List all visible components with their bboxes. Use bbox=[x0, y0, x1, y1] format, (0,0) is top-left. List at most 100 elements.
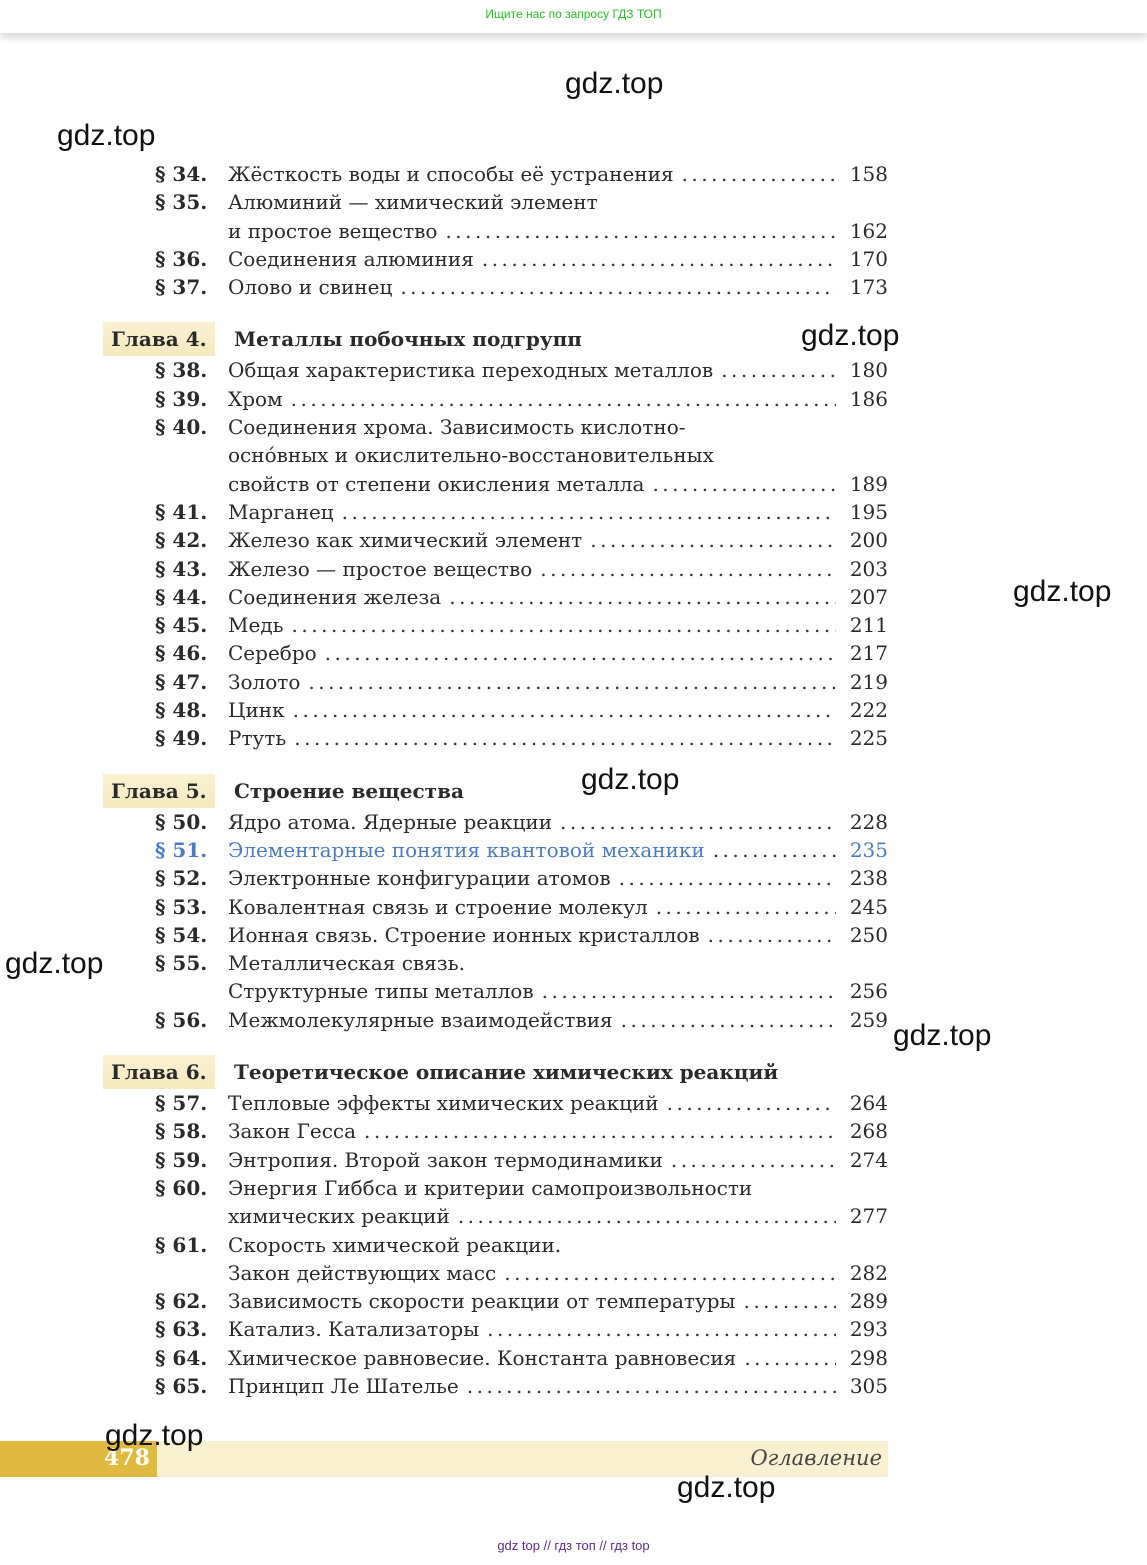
toc-entry-line[interactable]: § 49. Ртуть..............................… bbox=[0, 724, 1147, 752]
toc-entry-line[interactable]: Структурные типы металлов...............… bbox=[0, 977, 1147, 1005]
toc-entry-line[interactable]: § 40. Соединения хрома. Зависимость кисло… bbox=[0, 413, 1147, 441]
page-number: 245 bbox=[849, 894, 888, 919]
toc-entry-line[interactable]: § 61. Скорость химической реакции. bbox=[0, 1231, 1147, 1259]
chapter-heading: Глава 6. Теоретическое описание химически… bbox=[0, 1055, 1147, 1090]
toc-entry-line[interactable]: § 45. Медь...............................… bbox=[0, 611, 1147, 639]
toc-entry-line[interactable]: § 35. Алюминий — химический элемент bbox=[0, 188, 1147, 216]
toc-entry-line[interactable]: Закон действующих масс..................… bbox=[0, 1259, 1147, 1287]
toc-entry-line[interactable]: свойств от степени окисления металла....… bbox=[0, 470, 1147, 498]
entry-text: Химическое равновесие. Константа равнове… bbox=[228, 1344, 888, 1372]
toc-entry-line[interactable]: § 46. Серебро............................… bbox=[0, 639, 1147, 667]
toc-entry-line[interactable]: § 42. Железо как химический элемент......… bbox=[0, 526, 1147, 554]
toc-entry-line[interactable]: § 37. Олово и свинец.....................… bbox=[0, 273, 1147, 301]
top-banner: Ищите нас по запросу ГДЗ ТОП bbox=[0, 0, 1147, 33]
entry-text: Золото..................................… bbox=[228, 668, 888, 696]
dot-leader: ........................................… bbox=[681, 162, 836, 186]
page-number: 219 bbox=[849, 669, 888, 694]
page-number: 186 bbox=[849, 386, 888, 411]
page-number: 238 bbox=[849, 866, 888, 891]
toc-entry-line[interactable]: § 53. Ковалентная связь и строение молеку… bbox=[0, 893, 1147, 921]
chapter-title[interactable]: Теоретическое описание химических реакци… bbox=[234, 1060, 779, 1085]
toc-entry-line[interactable]: § 38. Общая характеристика переходных мет… bbox=[0, 356, 1147, 384]
toc-entry-line[interactable]: § 64. Химическое равновесие. Константа ра… bbox=[0, 1344, 1147, 1372]
toc-entry-line[interactable]: § 57. Тепловые эффекты химических реакций… bbox=[0, 1089, 1147, 1117]
toc-entry-line[interactable]: § 41. Марганец...........................… bbox=[0, 498, 1147, 526]
toc-entry-line[interactable]: § 59. Энтропия. Второй закон термодинамик… bbox=[0, 1146, 1147, 1174]
page-number: 264 bbox=[849, 1091, 888, 1116]
entry-text: Металлическая связь. bbox=[228, 949, 888, 977]
toc-entry-line[interactable]: § 58. Закон Гесса........................… bbox=[0, 1117, 1147, 1145]
section-title: Общая характеристика переходных металлов bbox=[228, 358, 714, 383]
toc-entry-line[interactable]: § 47. Золото.............................… bbox=[0, 668, 1147, 696]
entry-text: Железо — простое вещество...............… bbox=[228, 555, 888, 583]
toc-entry-line[interactable]: § 54. Ионная связь. Строение ионных крист… bbox=[0, 921, 1147, 949]
section-number: § 42. bbox=[155, 528, 208, 553]
toc-entry-line[interactable]: § 50. Ядро атома. Ядерные реакции........… bbox=[0, 808, 1147, 836]
dot-leader: ........................................… bbox=[504, 1260, 836, 1285]
toc-entry-line[interactable]: § 63. Катализ. Катализаторы..............… bbox=[0, 1315, 1147, 1343]
entry-text: Закон действующих масс..................… bbox=[228, 1259, 888, 1287]
page-number: 158 bbox=[849, 162, 888, 186]
toc-entry-line[interactable]: § 62. Зависимость скорости реакции от тем… bbox=[0, 1287, 1147, 1315]
toc-entry-line[interactable]: § 51. Элементарные понятия квантовой меха… bbox=[0, 836, 1147, 864]
toc-entry-line[interactable]: § 52. Электронные конфигурации атомов....… bbox=[0, 864, 1147, 892]
section-number: § 47. bbox=[155, 669, 208, 694]
page-number: 162 bbox=[849, 218, 888, 243]
section-number: § 50. bbox=[155, 809, 208, 834]
toc-entry-line[interactable]: § 65. Принцип Ле Шателье.................… bbox=[0, 1372, 1147, 1400]
section-title: Скорость химической реакции. bbox=[228, 1232, 562, 1257]
section-title: Олово и свинец bbox=[228, 275, 393, 300]
toc-entry-line[interactable]: осно́вных и окислительно-восстановительн… bbox=[0, 441, 1147, 469]
top-banner-text: Ищите нас по запросу ГДЗ ТОП bbox=[485, 7, 662, 21]
entry-text: Энтропия. Второй закон термодинамики....… bbox=[228, 1146, 888, 1174]
entry-text: Соединения железа.......................… bbox=[228, 583, 888, 611]
toc-entry-line[interactable]: § 48. Цинк...............................… bbox=[0, 696, 1147, 724]
entry-text: Зависимость скорости реакции от температ… bbox=[228, 1287, 888, 1315]
page-number: 259 bbox=[849, 1007, 888, 1032]
section-title: Железо как химический элемент bbox=[228, 528, 583, 553]
toc-entry-line[interactable]: § 56. Межмолекулярные взаимодействия.....… bbox=[0, 1006, 1147, 1034]
section-title: Жёсткость воды и способы её устранения bbox=[228, 162, 674, 186]
section-number: § 59. bbox=[155, 1147, 208, 1172]
entry-text: Ионная связь. Строение ионных кристаллов… bbox=[228, 921, 888, 949]
toc-entry-line[interactable]: § 39. Хром...............................… bbox=[0, 385, 1147, 413]
page-number: 173 bbox=[849, 275, 888, 300]
toc-entry-line[interactable]: § 43. Железо — простое вещество..........… bbox=[0, 555, 1147, 583]
watermark: gdz.top bbox=[893, 1019, 992, 1052]
section-number: § 56. bbox=[155, 1007, 208, 1032]
entry-text: Алюминий — химический элемент bbox=[228, 188, 888, 216]
chapter-title[interactable]: Металлы побочных подгрупп bbox=[234, 327, 582, 352]
dot-leader: ........................................… bbox=[712, 837, 836, 862]
dot-leader: ........................................… bbox=[620, 1007, 836, 1032]
chapter-title[interactable]: Строение вещества bbox=[234, 778, 464, 803]
page-number: 195 bbox=[849, 499, 888, 524]
toc-entry-line[interactable]: химических реакций......................… bbox=[0, 1202, 1147, 1230]
page-number: 268 bbox=[849, 1119, 888, 1144]
section-number: § 40. bbox=[155, 415, 208, 440]
dot-leader: ........................................… bbox=[457, 1204, 836, 1229]
dot-leader: ........................................… bbox=[481, 246, 836, 271]
dot-leader: ........................................… bbox=[324, 641, 836, 666]
page-number: 211 bbox=[849, 613, 888, 638]
section-number: § 36. bbox=[155, 246, 208, 271]
dot-leader: ........................................… bbox=[487, 1317, 836, 1342]
dot-leader: ........................................… bbox=[652, 471, 836, 496]
toc-entry-line[interactable]: § 36. Соединения алюминия................… bbox=[0, 245, 1147, 273]
section-number: § 44. bbox=[155, 584, 208, 609]
chapter-heading: Глава 4. Металлы побочных подгрупп bbox=[0, 322, 1147, 357]
section-title: Закон действующих масс bbox=[228, 1260, 497, 1285]
toc-entry-line[interactable]: § 44. Соединения железа..................… bbox=[0, 583, 1147, 611]
bottom-links[interactable]: gdz top // гдз топ // гдз top bbox=[497, 1538, 650, 1553]
toc-entry-line[interactable]: § 60. Энергия Гиббса и критерии самопроиз… bbox=[0, 1174, 1147, 1202]
page-number: 250 bbox=[849, 922, 888, 947]
toc-entry-line[interactable]: § 34. Жёсткость воды и способы её устране… bbox=[0, 160, 1147, 188]
toc-entry-line[interactable]: § 55. Металлическая связь. bbox=[0, 949, 1147, 977]
dot-leader: ........................................… bbox=[744, 1345, 836, 1370]
dot-leader: ........................................… bbox=[449, 584, 836, 609]
page-number: 170 bbox=[849, 246, 888, 271]
dot-leader: ........................................… bbox=[400, 275, 836, 300]
section-title: химических реакций bbox=[228, 1204, 450, 1229]
toc-entry-line[interactable]: и простое вещество......................… bbox=[0, 217, 1147, 245]
entry-text: Соединения алюминия.....................… bbox=[228, 245, 888, 273]
section-number: § 45. bbox=[155, 613, 208, 638]
